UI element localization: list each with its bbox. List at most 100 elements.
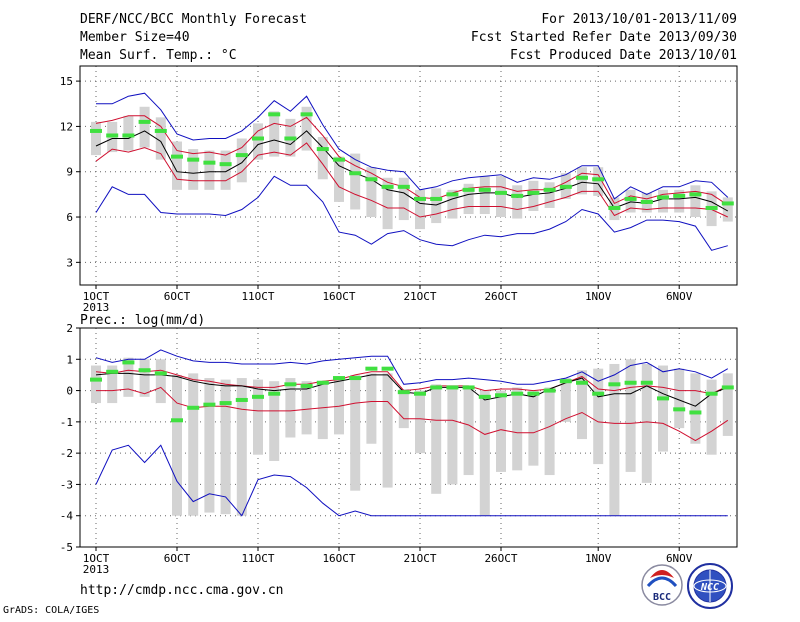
ensemble-box (155, 117, 166, 160)
series-lower-line (96, 386, 729, 442)
source-url: http://cmdp.ncc.cma.gov.cn (80, 583, 284, 598)
ensemble-box (139, 359, 150, 397)
ensemble-box (415, 189, 425, 230)
mean-marker (559, 184, 572, 189)
ensemble-box (625, 189, 636, 213)
mean-marker (657, 396, 669, 401)
mean-marker (543, 388, 556, 393)
chart-title: DERF/NCC/BCC Monthly Forecast (80, 12, 307, 27)
ensemble-box (350, 374, 361, 491)
ensemble-box (91, 121, 101, 156)
mean-marker (689, 410, 702, 415)
ensemble-box (658, 365, 668, 452)
mean-marker (219, 162, 232, 167)
ensemble-box (123, 357, 134, 397)
ensemble-box (479, 176, 490, 215)
ensemble-box (463, 387, 474, 476)
ensemble-box (625, 359, 636, 472)
mean-marker (333, 157, 345, 162)
ensemble-box (593, 167, 604, 196)
ensemble-box (155, 359, 166, 404)
produced-date: Fcst Produced Date 2013/10/01 (510, 48, 737, 63)
forecast-period: For 2013/10/01-2013/11/09 (541, 12, 737, 27)
ensemble-box (107, 365, 118, 404)
ensemble-box (317, 381, 328, 440)
mean-marker (576, 175, 588, 180)
y-tick-label: 9 (66, 166, 73, 179)
mean-marker (705, 205, 718, 210)
series-max-line (96, 92, 729, 200)
mean-marker (495, 190, 507, 195)
ensemble-box (577, 167, 587, 195)
mean-marker (543, 187, 556, 192)
ensemble-box (431, 188, 442, 224)
x-tick-label: 1NOV (585, 290, 612, 303)
grads-credit: GrADS: COLA/IGES (3, 605, 99, 616)
mean-marker (462, 385, 475, 390)
ensemble-box (253, 123, 263, 160)
ensemble-box (528, 390, 539, 466)
bcc-logo: BCC (641, 564, 683, 606)
ensemble-box (398, 177, 409, 221)
mean-marker (90, 128, 102, 133)
mean-marker (349, 376, 362, 381)
ensemble-box (301, 381, 312, 435)
y-tick-label: 3 (66, 256, 73, 269)
ensemble-box (674, 368, 685, 429)
ensemble-box (658, 189, 668, 213)
mean-marker (640, 199, 653, 204)
plot-frame (79, 65, 738, 286)
mean-marker (527, 391, 540, 396)
mean-marker (268, 112, 281, 117)
mean-marker (511, 193, 524, 198)
ensemble-box (609, 363, 620, 516)
mean-marker (203, 402, 216, 407)
ensemble-box (690, 373, 701, 444)
ensemble-box (496, 390, 506, 472)
y-tick-label: 1 (66, 353, 73, 366)
ensemble-box (139, 106, 150, 148)
mean-marker (478, 394, 491, 399)
mean-marker (365, 366, 378, 371)
mean-marker (106, 133, 119, 138)
y-tick-label: 12 (60, 120, 73, 133)
mean-marker (235, 153, 248, 158)
x-tick-label: 6NOV (666, 290, 693, 303)
ensemble-box (188, 149, 199, 190)
mean-marker (414, 196, 426, 201)
ensemble-box (544, 387, 555, 476)
mean-marker (430, 385, 443, 390)
ensemble-box (172, 141, 182, 190)
ensemble-box (431, 384, 442, 494)
ensemble-box (334, 379, 344, 435)
mean-marker (446, 385, 459, 390)
ensemble-box (285, 378, 296, 438)
mean-marker (316, 380, 329, 385)
precip-label: Prec.: log(mm/d) (80, 313, 205, 328)
mean-marker (381, 366, 394, 371)
mean-marker (122, 360, 135, 365)
mean-marker (592, 177, 605, 182)
mean-marker (592, 391, 605, 396)
mean-marker (689, 192, 702, 197)
mean-marker (365, 177, 378, 182)
ensemble-box (350, 153, 361, 210)
ensemble-box (366, 373, 377, 444)
x-tick-label: 21OCT (403, 552, 436, 565)
mean-marker (252, 394, 264, 399)
mean-marker (446, 192, 459, 197)
x-tick-year-label: 2013 (83, 301, 110, 314)
mean-marker (624, 380, 637, 385)
mean-marker (721, 201, 734, 206)
x-tick-label: 6OCT (164, 290, 191, 303)
series-max-line (95, 349, 729, 385)
mean-marker (673, 193, 686, 198)
plot-frame (79, 327, 738, 548)
series-lower-line (95, 142, 729, 218)
mean-marker (430, 196, 443, 201)
mean-marker (90, 377, 102, 382)
series-median-line (95, 130, 729, 212)
